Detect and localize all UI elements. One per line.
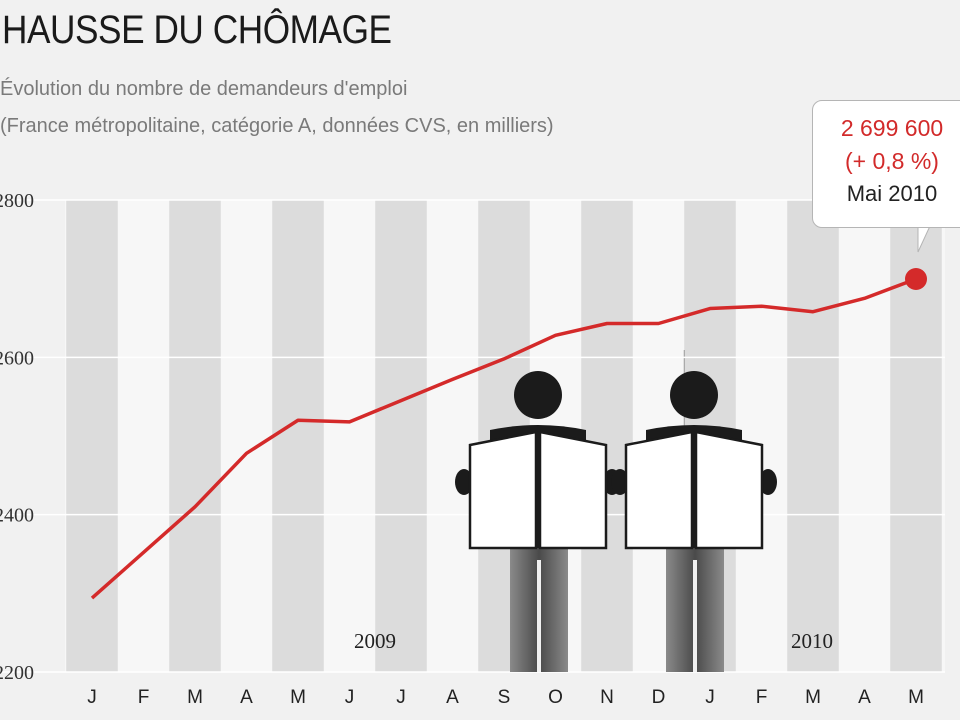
month-band [375, 200, 427, 672]
month-band [272, 200, 324, 672]
y-tick-label: 2200 [0, 662, 34, 684]
x-tick-label: S [498, 687, 511, 708]
chart-subtitle-line2: (France métropolitaine, catégorie A, don… [0, 115, 554, 137]
person-reading-newspaper-icon [611, 371, 777, 672]
month-band [169, 200, 221, 672]
month-band [787, 200, 839, 672]
x-tick-label: J [396, 687, 406, 708]
x-tick-label: A [240, 687, 253, 708]
callout-change: (+ 0,8 %) [845, 148, 939, 174]
callout-date: Mai 2010 [846, 181, 938, 206]
y-tick-label: 2800 [0, 190, 34, 212]
x-tick-label: M [187, 687, 203, 708]
chart-title: HAUSSE DU CHÔMAGE [2, 8, 392, 52]
month-band [66, 200, 118, 672]
chart-subtitle-line1: Évolution du nombre de demandeurs d'empl… [0, 78, 408, 100]
year-label: 2010 [791, 629, 833, 653]
x-tick-label: M [908, 687, 924, 708]
x-tick-label: D [652, 687, 666, 708]
x-tick-label: A [446, 687, 459, 708]
x-tick-label: M [805, 687, 821, 708]
series-layer [90, 267, 927, 600]
latest-value-callout: 2 699 600 (+ 0,8 %) Mai 2010 [812, 100, 960, 228]
x-tick-label: F [138, 687, 150, 708]
x-tick-label: J [705, 687, 715, 708]
y-axis-ticks: 2200 2400 2600 2800 [0, 190, 34, 684]
year-labels: 2009 2010 [354, 629, 833, 653]
newspaper-readers-illustration [455, 371, 777, 672]
y-tick-label: 2400 [0, 505, 34, 527]
month-band [581, 200, 633, 672]
x-tick-label: M [290, 687, 306, 708]
series-line [90, 277, 917, 600]
y-tick-label: 2600 [0, 347, 34, 369]
x-tick-label: J [345, 687, 355, 708]
callout-value: 2 699 600 [840, 115, 944, 141]
year-label: 2009 [354, 629, 396, 653]
highlight-point [905, 267, 927, 290]
x-tick-label: F [756, 687, 768, 708]
x-tick-label: O [548, 687, 563, 708]
x-tick-label: J [87, 687, 97, 708]
x-tick-label: A [858, 687, 871, 708]
x-tick-label: N [600, 687, 614, 708]
